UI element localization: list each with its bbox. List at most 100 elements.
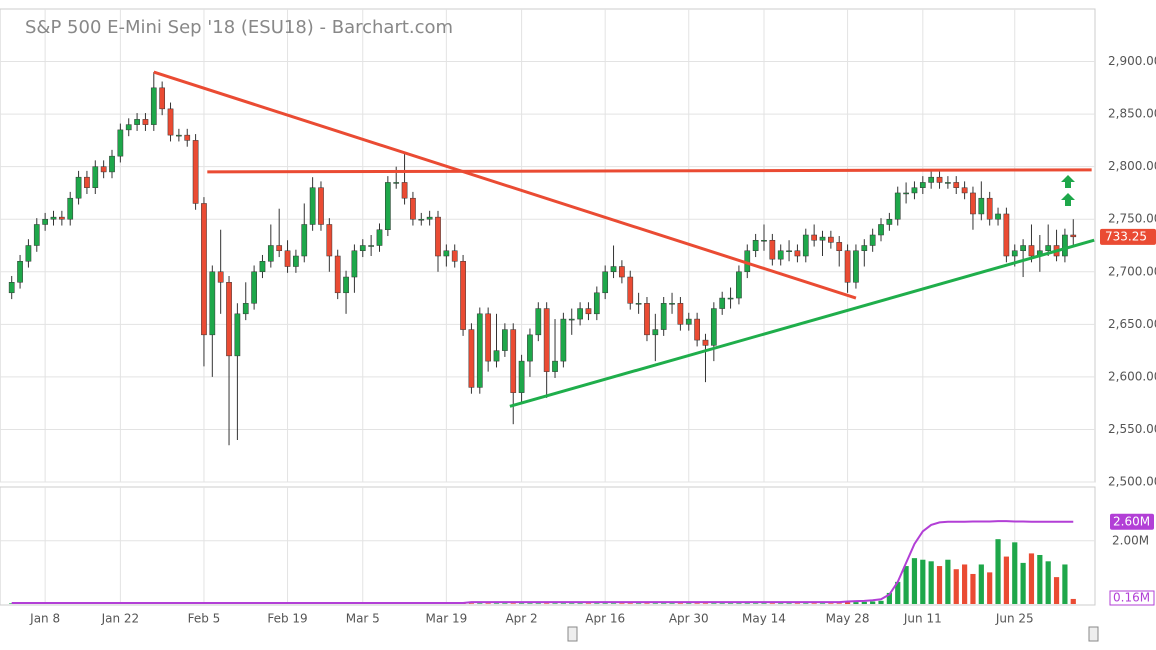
volume-bar: [828, 603, 834, 604]
candle-body: [1045, 245, 1052, 252]
candle-body: [961, 187, 968, 194]
scroll-handle[interactable]: [1088, 626, 1099, 642]
volume-bar: [1028, 553, 1035, 604]
volume-bar: [953, 569, 959, 604]
candle-body: [418, 218, 425, 221]
candle-body: [251, 271, 257, 304]
candle-body: [451, 250, 458, 262]
candle-body: [786, 250, 792, 253]
y-tick-label: 2,750.00: [1108, 212, 1156, 226]
volume-bar: [686, 603, 692, 604]
candle-body: [610, 266, 617, 273]
volume-bar: [786, 603, 792, 604]
up-arrow: [1061, 193, 1075, 206]
candle-body: [150, 87, 157, 125]
chart-title: S&P 500 E-Mini Sep '18 (ESU18) - Barchar…: [25, 17, 453, 38]
volume-bar: [928, 561, 934, 604]
candle-body: [226, 282, 232, 357]
candle-body: [736, 271, 742, 299]
volume-bar: [978, 564, 984, 604]
candle-body: [267, 245, 274, 262]
volume-bar: [560, 603, 566, 604]
volume-bar: [1020, 562, 1026, 604]
candle-body: [301, 224, 308, 257]
signal-arrows: [1061, 175, 1075, 206]
volume-bar: [577, 603, 583, 604]
x-tick-label: Feb 19: [267, 612, 307, 626]
candle-body: [878, 224, 884, 236]
candle-body: [125, 124, 132, 131]
volume-panel: [0, 486, 1096, 606]
candle-body: [142, 119, 149, 125]
candle-body: [552, 360, 558, 372]
candle-body: [853, 250, 859, 283]
candle-body: [811, 234, 817, 241]
volume-bar: [920, 559, 926, 604]
volume-bar: [535, 603, 541, 604]
candle-body: [184, 134, 191, 141]
volume-bar: [552, 603, 558, 604]
candle-body: [945, 182, 951, 184]
volume-bar: [753, 603, 759, 604]
volume-bar: [945, 559, 951, 604]
volume-tag: [1109, 590, 1155, 606]
up-arrow: [1061, 175, 1075, 188]
candle-body: [309, 187, 316, 225]
candle-body: [761, 239, 767, 242]
candle-body: [702, 339, 709, 346]
volume-bar: [669, 603, 675, 604]
scroll-handle[interactable]: [567, 626, 578, 642]
candle-body: [176, 134, 182, 137]
candle-body: [919, 182, 926, 188]
x-tick-label: Apr 16: [585, 612, 625, 626]
volume-bar: [1053, 577, 1060, 604]
volume-bar: [477, 603, 483, 604]
volume-bar: [702, 603, 709, 604]
candle-body: [719, 297, 726, 309]
candle-body: [134, 119, 140, 125]
y-tick-label: 2,500.00: [1108, 475, 1156, 489]
y-tick-label: 2,650.00: [1108, 317, 1156, 331]
candle-body: [978, 197, 985, 215]
candle-body: [627, 276, 634, 304]
y-tick-label: 2,600.00: [1108, 369, 1156, 383]
candle-body: [802, 234, 809, 257]
volume-bar: [903, 566, 909, 604]
candle-body: [1003, 213, 1010, 257]
candle-body: [493, 350, 500, 362]
candle-body: [8, 282, 15, 294]
candle-body: [777, 250, 784, 260]
candle-body: [167, 108, 174, 136]
volume-bar: [719, 603, 725, 604]
candle-body: [318, 187, 324, 225]
candle-body: [1011, 250, 1018, 257]
candle-body: [100, 166, 107, 173]
volume-bar: [727, 603, 734, 604]
volume-bar: [677, 603, 684, 604]
candle-body: [844, 250, 851, 283]
volume-bar: [911, 558, 918, 604]
volume-bar: [853, 602, 859, 604]
candle-body: [410, 197, 416, 220]
candle-body: [326, 224, 333, 257]
candle-body: [577, 308, 583, 320]
volume-bar: [811, 603, 817, 604]
candle-body: [510, 329, 517, 393]
volume-bar: [644, 603, 650, 604]
candle-body: [585, 308, 592, 315]
candle-body: [343, 276, 349, 294]
x-tick-label: Apr 2: [505, 612, 537, 626]
candle-body: [911, 187, 918, 194]
volume-bar: [502, 603, 508, 604]
volume-bar: [493, 603, 500, 604]
volume-bar: [794, 603, 801, 604]
candle-body: [518, 360, 525, 393]
candle-body: [1070, 234, 1077, 238]
candle-body: [1062, 234, 1068, 257]
candle-body: [635, 303, 642, 305]
candle-body: [67, 197, 74, 220]
volume-tick-label: 2.00M: [1112, 533, 1149, 547]
candle-body: [468, 329, 475, 388]
candle-body: [59, 216, 65, 220]
